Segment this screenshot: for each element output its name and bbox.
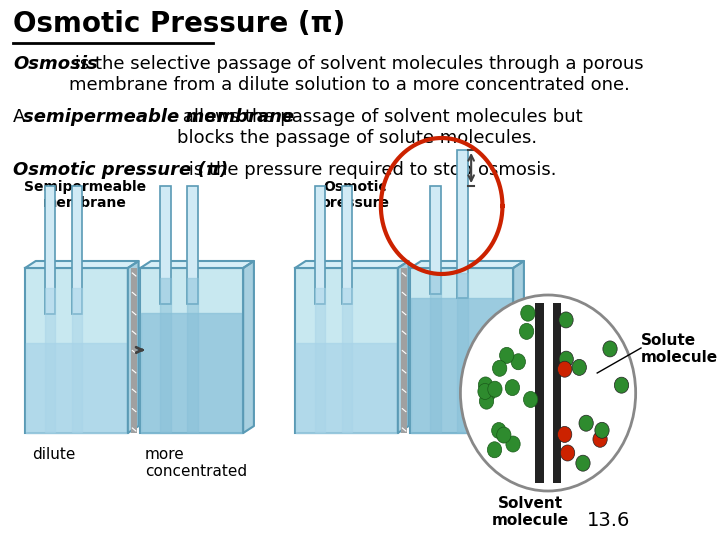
Text: dilute: dilute (32, 447, 76, 462)
Text: Solute
molecule: Solute molecule (641, 333, 718, 366)
Polygon shape (160, 278, 171, 432)
Polygon shape (140, 261, 254, 268)
Circle shape (523, 392, 538, 408)
Polygon shape (128, 261, 138, 433)
Circle shape (511, 354, 526, 370)
Circle shape (487, 381, 502, 397)
Polygon shape (187, 278, 197, 432)
Circle shape (482, 385, 496, 401)
Text: is the selective passage of solvent molecules through a porous
membrane from a d: is the selective passage of solvent mole… (69, 55, 644, 94)
Bar (71, 186, 82, 314)
Bar (132, 268, 137, 433)
Text: Osmotic
pressure: Osmotic pressure (320, 180, 390, 210)
Circle shape (500, 347, 514, 363)
Bar (457, 150, 467, 298)
Bar (160, 186, 171, 304)
Circle shape (505, 380, 520, 396)
Circle shape (478, 383, 492, 400)
Polygon shape (341, 288, 352, 432)
Polygon shape (243, 261, 254, 433)
Bar (430, 186, 441, 294)
Circle shape (497, 427, 511, 443)
Text: allows the passage of solvent molecules but
blocks the passage of solute molecul: allows the passage of solvent molecules … (177, 108, 582, 147)
Text: Osmotic Pressure (π): Osmotic Pressure (π) (14, 10, 346, 38)
Circle shape (519, 323, 534, 339)
Bar (295, 268, 398, 433)
Circle shape (559, 351, 573, 367)
Text: Osmotic pressure (π): Osmotic pressure (π) (14, 161, 229, 179)
Circle shape (595, 422, 609, 438)
Polygon shape (25, 261, 138, 268)
Circle shape (492, 360, 507, 376)
Bar (552, 303, 562, 483)
Bar (315, 186, 325, 304)
Text: A: A (14, 108, 32, 126)
Polygon shape (315, 288, 325, 432)
Circle shape (492, 422, 506, 438)
Polygon shape (71, 288, 82, 432)
Circle shape (557, 427, 572, 442)
Bar (410, 268, 513, 433)
Text: more
concentrated: more concentrated (145, 447, 247, 480)
Bar (45, 186, 55, 314)
Bar (402, 268, 407, 433)
Circle shape (480, 393, 494, 409)
Circle shape (572, 360, 586, 375)
Circle shape (487, 442, 502, 458)
Polygon shape (45, 288, 55, 432)
Circle shape (559, 312, 573, 328)
Bar (25, 268, 128, 433)
Polygon shape (457, 273, 467, 432)
Bar (341, 186, 352, 304)
Polygon shape (410, 261, 524, 268)
Polygon shape (513, 261, 524, 433)
Bar (535, 303, 544, 483)
Text: 13.6: 13.6 (587, 511, 630, 530)
Polygon shape (398, 261, 408, 433)
Circle shape (576, 455, 590, 471)
Circle shape (560, 445, 575, 461)
Circle shape (521, 305, 535, 321)
Bar (187, 186, 197, 304)
Circle shape (478, 377, 492, 393)
Text: semipermeable membrane: semipermeable membrane (23, 108, 294, 126)
Circle shape (614, 377, 629, 393)
Circle shape (579, 415, 593, 431)
Circle shape (557, 361, 572, 377)
Text: Osmosis: Osmosis (14, 55, 98, 73)
Circle shape (603, 341, 617, 357)
Circle shape (593, 431, 607, 447)
Polygon shape (430, 273, 441, 432)
Circle shape (506, 436, 520, 452)
Text: Semipermeable
membrane: Semipermeable membrane (24, 180, 146, 210)
Circle shape (460, 295, 636, 491)
Text: is the pressure required to stop osmosis.: is the pressure required to stop osmosis… (184, 161, 557, 179)
Text: Solvent
molecule: Solvent molecule (492, 496, 569, 529)
Bar (140, 268, 243, 433)
Polygon shape (295, 261, 408, 268)
